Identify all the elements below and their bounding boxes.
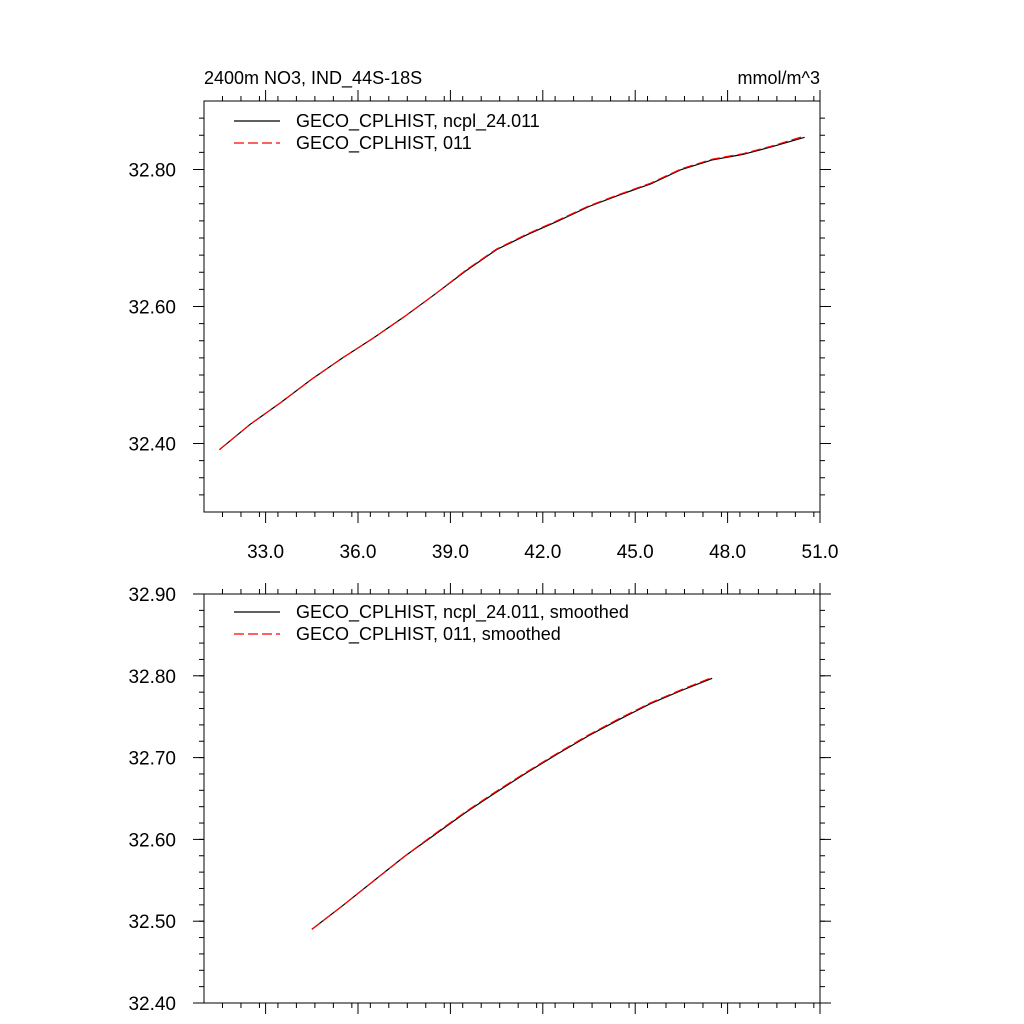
panel1-y-tick-label: 32.70 [128, 749, 176, 770]
panel1-plot-frame [203, 593, 821, 1004]
panel0-series-line-dashed [219, 135, 805, 451]
bottom-panel: 32.40 32.50 32.60 32.70 32.80 32.90 GECO_CPLHI… [128, 583, 831, 1015]
panel0-legend-label: GECO_CPLHIST, 011 [296, 133, 472, 154]
panel0-y-tick-label: 32.40 [128, 435, 176, 456]
top-panel-units: mmol/m^3 [738, 68, 820, 88]
panel1-y-tick-label: 32.80 [128, 667, 176, 688]
panel0-x-tick-label: 33.0 [247, 542, 284, 563]
panel0-x-tick-label: 51.0 [802, 542, 839, 563]
panel0-x-tick-label: 48.0 [709, 542, 746, 563]
panel0-legend-label: GECO_CPLHIST, ncpl_24.011 [296, 111, 540, 132]
panel0-x-tick-label: 42.0 [524, 542, 561, 563]
panel0-x-tick-label: 45.0 [617, 542, 654, 563]
panel1-legend-label: GECO_CPLHIST, 011, smoothed [296, 624, 561, 645]
top-panel-title: 2400m NO3, IND_44S-18S [204, 68, 422, 89]
top-panel: 2400m NO3, IND_44S-18S mmol/m^3 33.0 36.0… [128, 68, 838, 563]
panel0-x-tick-label: 39.0 [432, 542, 469, 563]
panel1-legend-label: GECO_CPLHIST, ncpl_24.011, smoothed [296, 602, 629, 623]
panel0-y-tick-label: 32.80 [128, 161, 176, 182]
panel1-y-tick-label: 32.50 [128, 912, 176, 933]
panel0-x-tick-label: 36.0 [340, 542, 377, 563]
panel1-y-tick-label: 32.40 [128, 994, 176, 1015]
panel1-y-tick-label: 32.90 [128, 585, 176, 606]
panel1-series-line-dashed [311, 676, 713, 930]
panel1-y-tick-label: 32.60 [128, 830, 176, 851]
panel0-y-tick-label: 32.60 [128, 298, 176, 319]
